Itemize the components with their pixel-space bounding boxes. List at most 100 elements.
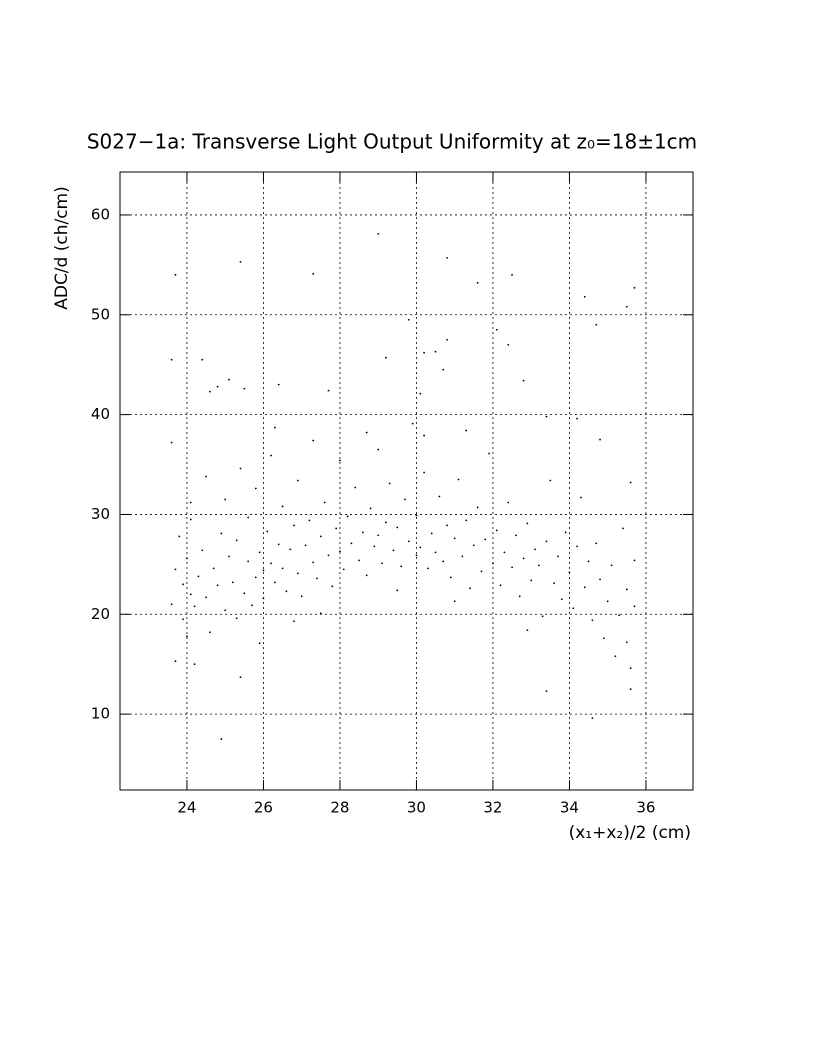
y-tick-label: 10 xyxy=(91,705,110,723)
point xyxy=(633,559,636,562)
point xyxy=(602,637,605,640)
point xyxy=(469,587,471,590)
point xyxy=(170,358,173,361)
point xyxy=(407,318,410,321)
point xyxy=(446,524,448,527)
point xyxy=(419,392,422,395)
x-tick-label: 26 xyxy=(254,799,273,817)
point xyxy=(193,663,196,666)
point xyxy=(319,612,322,615)
point xyxy=(446,256,448,259)
point xyxy=(365,574,368,577)
point xyxy=(545,540,548,543)
point xyxy=(415,514,418,517)
point xyxy=(319,535,322,538)
point xyxy=(465,429,468,432)
point xyxy=(296,572,299,575)
point xyxy=(446,338,448,341)
point xyxy=(396,589,399,592)
point xyxy=(373,545,376,548)
point xyxy=(419,546,422,549)
point xyxy=(587,560,590,563)
point xyxy=(595,323,598,326)
point xyxy=(511,273,513,276)
point xyxy=(411,422,414,425)
point xyxy=(503,551,506,554)
chart-title: S027−1a: Transverse Light Output Uniform… xyxy=(87,130,697,154)
point xyxy=(312,561,315,564)
point xyxy=(629,667,632,670)
point xyxy=(277,383,280,386)
point xyxy=(243,592,246,595)
point xyxy=(522,557,525,560)
point xyxy=(277,543,280,546)
point xyxy=(400,565,403,568)
point xyxy=(262,569,265,572)
point xyxy=(174,660,177,663)
point xyxy=(201,358,204,361)
point xyxy=(625,641,628,644)
point xyxy=(541,615,544,618)
point xyxy=(228,378,230,381)
point xyxy=(480,570,483,573)
point xyxy=(174,273,177,276)
point xyxy=(239,467,242,470)
point xyxy=(625,588,628,591)
point xyxy=(484,538,487,541)
point xyxy=(560,598,563,601)
point xyxy=(235,539,238,542)
point xyxy=(564,531,567,534)
point xyxy=(526,629,529,632)
point xyxy=(174,568,177,571)
point xyxy=(254,487,257,490)
y-tick-label: 40 xyxy=(91,405,110,423)
point xyxy=(427,567,429,570)
point xyxy=(591,717,594,720)
point xyxy=(296,479,299,482)
point xyxy=(342,568,345,571)
point xyxy=(537,564,540,567)
x-tick-label: 36 xyxy=(636,799,655,817)
point xyxy=(442,368,445,371)
point xyxy=(346,515,349,518)
x-tick-label: 34 xyxy=(560,799,579,817)
point xyxy=(178,535,181,538)
point xyxy=(476,506,479,509)
point xyxy=(335,527,338,530)
point xyxy=(549,479,552,482)
point xyxy=(216,584,219,587)
point xyxy=(576,417,578,420)
x-axis-label: (x₁+x₂)/2 (cm) xyxy=(569,823,691,843)
point xyxy=(186,557,188,560)
point xyxy=(407,540,410,543)
point xyxy=(358,559,360,562)
point xyxy=(423,471,425,474)
point xyxy=(453,600,456,603)
point xyxy=(610,564,613,567)
point xyxy=(514,534,517,537)
x-tick-label: 24 xyxy=(177,799,196,817)
point xyxy=(384,521,387,524)
point xyxy=(583,586,586,589)
point xyxy=(629,481,632,484)
point xyxy=(285,590,288,593)
point xyxy=(197,575,200,578)
point xyxy=(476,281,479,284)
plot-frame xyxy=(119,171,694,791)
point xyxy=(224,498,227,501)
point xyxy=(216,385,219,388)
point xyxy=(323,501,326,504)
point xyxy=(511,566,513,569)
point xyxy=(430,532,433,535)
point xyxy=(396,526,399,529)
point xyxy=(350,542,353,545)
point xyxy=(388,482,391,485)
point xyxy=(331,585,334,588)
point xyxy=(618,614,621,617)
point xyxy=(251,604,253,607)
point xyxy=(274,581,276,584)
y-axis-label: ADC/d (ch/cm) xyxy=(52,186,72,310)
point xyxy=(266,530,269,533)
